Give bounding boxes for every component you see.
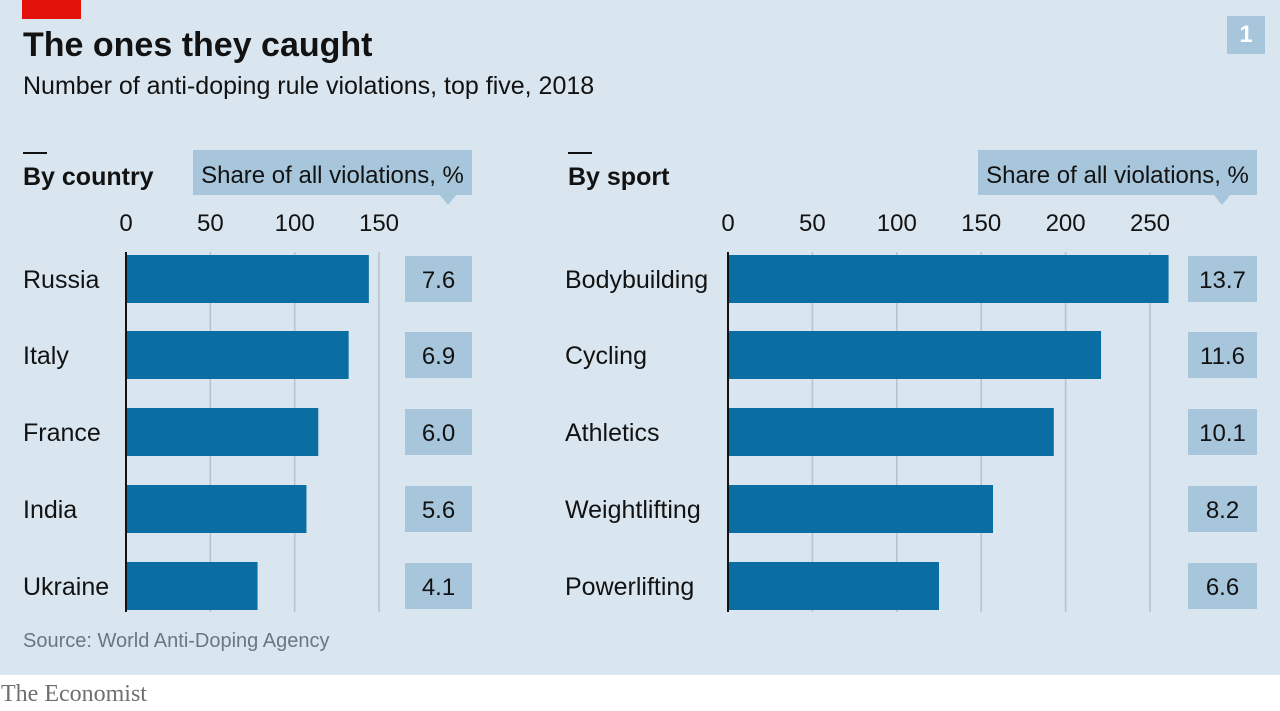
x-tick-label: 0 bbox=[721, 210, 734, 237]
panel-heading: By country bbox=[23, 163, 154, 191]
share-value: 5.6 bbox=[422, 497, 455, 524]
category-label: Bodybuilding bbox=[565, 266, 708, 294]
x-tick-label: 200 bbox=[1046, 210, 1086, 237]
share-value: 8.2 bbox=[1206, 497, 1239, 524]
bar bbox=[728, 408, 1054, 456]
source-note: Source: World Anti-Doping Agency bbox=[23, 630, 330, 652]
share-value-box bbox=[1188, 486, 1257, 532]
share-value-box bbox=[405, 409, 472, 455]
category-label: Ukraine bbox=[23, 573, 109, 601]
bar bbox=[728, 562, 939, 610]
share-value-box bbox=[1188, 563, 1257, 609]
share-value: 10.1 bbox=[1199, 420, 1246, 447]
x-tick-label: 150 bbox=[961, 210, 1001, 237]
panel-heading: By sport bbox=[568, 163, 670, 191]
bar bbox=[126, 331, 349, 379]
share-label-box bbox=[978, 150, 1257, 195]
chart-country: By country Share of all violations, % 0 50 1… bbox=[23, 150, 472, 612]
share-value-box bbox=[405, 332, 472, 378]
heading-rule bbox=[568, 152, 592, 154]
x-tick-label: 0 bbox=[119, 210, 132, 237]
category-label: Powerlifting bbox=[565, 573, 694, 601]
share-value: 6.0 bbox=[422, 420, 455, 447]
category-label: Athletics bbox=[565, 419, 659, 447]
chart-number-badge: 1 bbox=[1227, 16, 1265, 54]
category-label: Weightlifting bbox=[565, 496, 701, 524]
x-tick-label: 250 bbox=[1130, 210, 1170, 237]
bar bbox=[728, 331, 1102, 379]
charts-canvas: By country Share of all violations, % 0 50 1… bbox=[23, 150, 1257, 612]
category-label: Italy bbox=[23, 342, 69, 370]
share-label-box bbox=[193, 150, 472, 195]
bar bbox=[728, 255, 1169, 303]
share-value-box bbox=[405, 486, 472, 532]
share-value-box bbox=[1188, 409, 1257, 455]
share-value: 11.6 bbox=[1200, 343, 1245, 370]
share-value: 13.7 bbox=[1199, 267, 1246, 294]
share-label-pointer bbox=[1213, 194, 1231, 205]
bar bbox=[728, 485, 994, 533]
share-value-box bbox=[405, 256, 472, 302]
share-label-text: Share of all violations, % bbox=[201, 162, 464, 189]
category-label: Cycling bbox=[565, 342, 647, 370]
chart-title: The ones they caught bbox=[23, 26, 373, 64]
share-value-box bbox=[405, 563, 472, 609]
chart-sport: By sport Share of all violations, % 0 50 100… bbox=[565, 150, 1257, 612]
bar bbox=[126, 562, 258, 610]
x-tick-label: 50 bbox=[197, 210, 224, 237]
share-value-box bbox=[1188, 332, 1257, 378]
share-value: 7.6 bbox=[422, 267, 455, 294]
x-tick-label: 100 bbox=[877, 210, 917, 237]
share-value: 6.9 bbox=[422, 343, 455, 370]
share-value-box bbox=[1188, 256, 1257, 302]
chart-subtitle: Number of anti-doping rule violations, t… bbox=[23, 72, 595, 100]
publisher-logo: The Economist bbox=[1, 681, 147, 707]
heading-rule bbox=[23, 152, 47, 154]
category-label: France bbox=[23, 419, 101, 447]
share-value: 6.6 bbox=[1206, 574, 1239, 601]
category-label: Russia bbox=[23, 266, 100, 294]
x-tick-label: 150 bbox=[359, 210, 399, 237]
share-label-text: Share of all violations, % bbox=[986, 162, 1249, 189]
x-tick-label: 100 bbox=[275, 210, 315, 237]
share-label-pointer bbox=[439, 194, 457, 205]
x-tick-label: 50 bbox=[799, 210, 826, 237]
category-label: India bbox=[23, 496, 77, 524]
bar bbox=[126, 485, 307, 533]
brand-red-tab bbox=[22, 0, 81, 19]
bar bbox=[126, 255, 369, 303]
bar bbox=[126, 408, 319, 456]
share-value: 4.1 bbox=[422, 574, 455, 601]
